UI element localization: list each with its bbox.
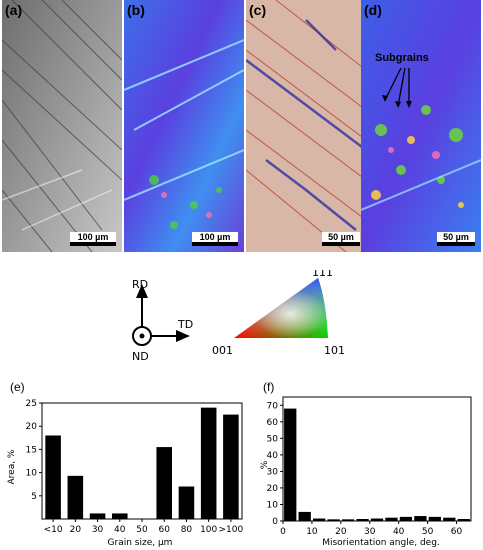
- chart-f-bar: [356, 519, 369, 521]
- chart-f-xlabel: Misorientation angle, deg.: [322, 538, 440, 548]
- rd-label: RD: [132, 278, 148, 291]
- chart-e-xtick-label: <10: [44, 525, 63, 535]
- chart-f-xtick-label: 0: [280, 527, 286, 537]
- chart-e-xtick-label: 50: [136, 525, 148, 535]
- chart-e-xtick-label: 20: [70, 525, 82, 535]
- chart-f-label: (f): [263, 380, 274, 394]
- scale-text-d: 50 µm: [437, 232, 475, 242]
- chart-e-bar: [45, 435, 61, 519]
- chart-f-ytick-label: 50: [267, 434, 279, 444]
- chart-f-ytick-label: 70: [267, 401, 279, 411]
- chart-f-bar: [443, 517, 456, 521]
- chart-f-ytick-label: 30: [267, 467, 279, 477]
- chart-e-ytick-label: 5: [31, 492, 37, 502]
- chart-e-xtick-label: 100: [200, 525, 217, 535]
- chart-f-bar: [327, 519, 340, 521]
- chart-e-plot-area: 5 10 15 20 25 <10 20 30 40 50 60 80 100 >100: [26, 399, 244, 535]
- chart-e-ylabel: Area, %: [7, 449, 17, 484]
- chart-f-xtick-label: 50: [422, 527, 434, 537]
- chart-e-xtick-label: 30: [92, 525, 104, 535]
- panel-label-a: (a): [5, 2, 23, 18]
- ipf-101-label: 101: [324, 344, 345, 357]
- chart-f-bar: [370, 518, 384, 521]
- scale-bar-c: 50 µm: [322, 232, 360, 246]
- ipf-001-label: 001: [212, 344, 233, 357]
- panel-label-d: (d): [364, 2, 382, 18]
- chart-e-xtick-label: 80: [181, 525, 193, 535]
- chart-f-xtick-label: 20: [335, 527, 347, 537]
- micrograph-a-image: [2, 0, 122, 252]
- grain-size-histogram: (e) Area, % Grain size, µm 5 10 15 20 25 <10 2…: [7, 380, 244, 548]
- micrograph-a: (a) 100 µm: [2, 0, 122, 252]
- chart-e-ytick-label: 25: [26, 399, 37, 409]
- micrograph-d: (d) Subgrains 50 µm: [361, 0, 481, 252]
- chart-f-plot-area: 0 10 20 30 40 50 60 70 0 10 20 30 40 50 60: [267, 396, 472, 537]
- chart-f-bar: [457, 519, 470, 521]
- chart-e-bar: [223, 414, 239, 519]
- chart-f-ylabel: %: [260, 460, 270, 469]
- scale-bar-d: 50 µm: [437, 232, 475, 246]
- chart-f-frame: [282, 396, 472, 522]
- chart-f-bar: [284, 408, 297, 521]
- chart-f-xtick-label: 60: [451, 527, 463, 537]
- chart-f-ytick-label: 10: [267, 500, 279, 510]
- chart-e-bar: [112, 513, 128, 519]
- chart-f-bar: [399, 516, 413, 521]
- panel-label-c: (c): [249, 2, 267, 18]
- scale-bar-b: 100 µm: [192, 232, 238, 246]
- subgrain-arrows: [382, 67, 412, 108]
- chart-f-ytick-label: 0: [272, 517, 278, 527]
- ipf-triangle: 111 001 101: [212, 270, 345, 357]
- chart-e-xtick-label: >100: [219, 525, 244, 535]
- chart-e-label: (e): [10, 380, 25, 394]
- chart-e-xtick-label: 60: [158, 525, 170, 535]
- chart-e-bar: [67, 475, 84, 519]
- td-label: TD: [177, 318, 193, 331]
- chart-f-ytick-label: 20: [267, 484, 279, 494]
- chart-f-bar: [298, 511, 311, 521]
- chart-e-xtick-label: 40: [114, 525, 126, 535]
- ipf-111-label: 111: [312, 270, 333, 279]
- chart-f-bar: [414, 516, 427, 521]
- micrograph-d-image: [361, 0, 481, 252]
- chart-f-bar: [385, 517, 398, 521]
- micrograph-b: (b) 100 µm: [124, 0, 244, 252]
- chart-e-ytick-label: 15: [26, 445, 37, 455]
- chart-e-bar: [178, 486, 195, 519]
- scale-bar-a: 100 µm: [70, 232, 116, 246]
- chart-f-ytick-label: 60: [267, 418, 279, 428]
- micrograph-b-image: [124, 0, 244, 252]
- micrograph-c-image: [246, 0, 366, 252]
- chart-e-ytick-label: 10: [26, 469, 38, 479]
- panel-label-b: (b): [127, 2, 145, 18]
- scale-text-b: 100 µm: [192, 232, 238, 242]
- chart-f-bar: [428, 516, 441, 521]
- misorientation-histogram: (f) % Misorientation angle, deg. 0 10 20 30…: [260, 380, 472, 548]
- chart-f-xtick-label: 10: [306, 527, 318, 537]
- chart-f-bar: [313, 518, 326, 521]
- chart-f-xtick-label: 40: [393, 527, 405, 537]
- micrograph-c: (c) 50 µm: [246, 0, 366, 252]
- orientation-axes: RD TD ND: [132, 278, 193, 363]
- chart-e-xlabel: Grain size, µm: [108, 538, 173, 548]
- subgrains-annotation: Subgrains: [375, 52, 429, 64]
- chart-f-bar: [341, 519, 355, 521]
- scale-text-c: 50 µm: [322, 232, 360, 242]
- chart-e-bar: [89, 513, 106, 519]
- chart-f-ytick-label: 40: [267, 451, 279, 461]
- chart-e-bar: [156, 447, 172, 519]
- chart-e-bar: [200, 407, 217, 519]
- nd-label: ND: [132, 350, 149, 363]
- chart-f-xtick-label: 30: [364, 527, 376, 537]
- chart-e-ytick-label: 20: [26, 422, 38, 432]
- scale-text-a: 100 µm: [70, 232, 116, 242]
